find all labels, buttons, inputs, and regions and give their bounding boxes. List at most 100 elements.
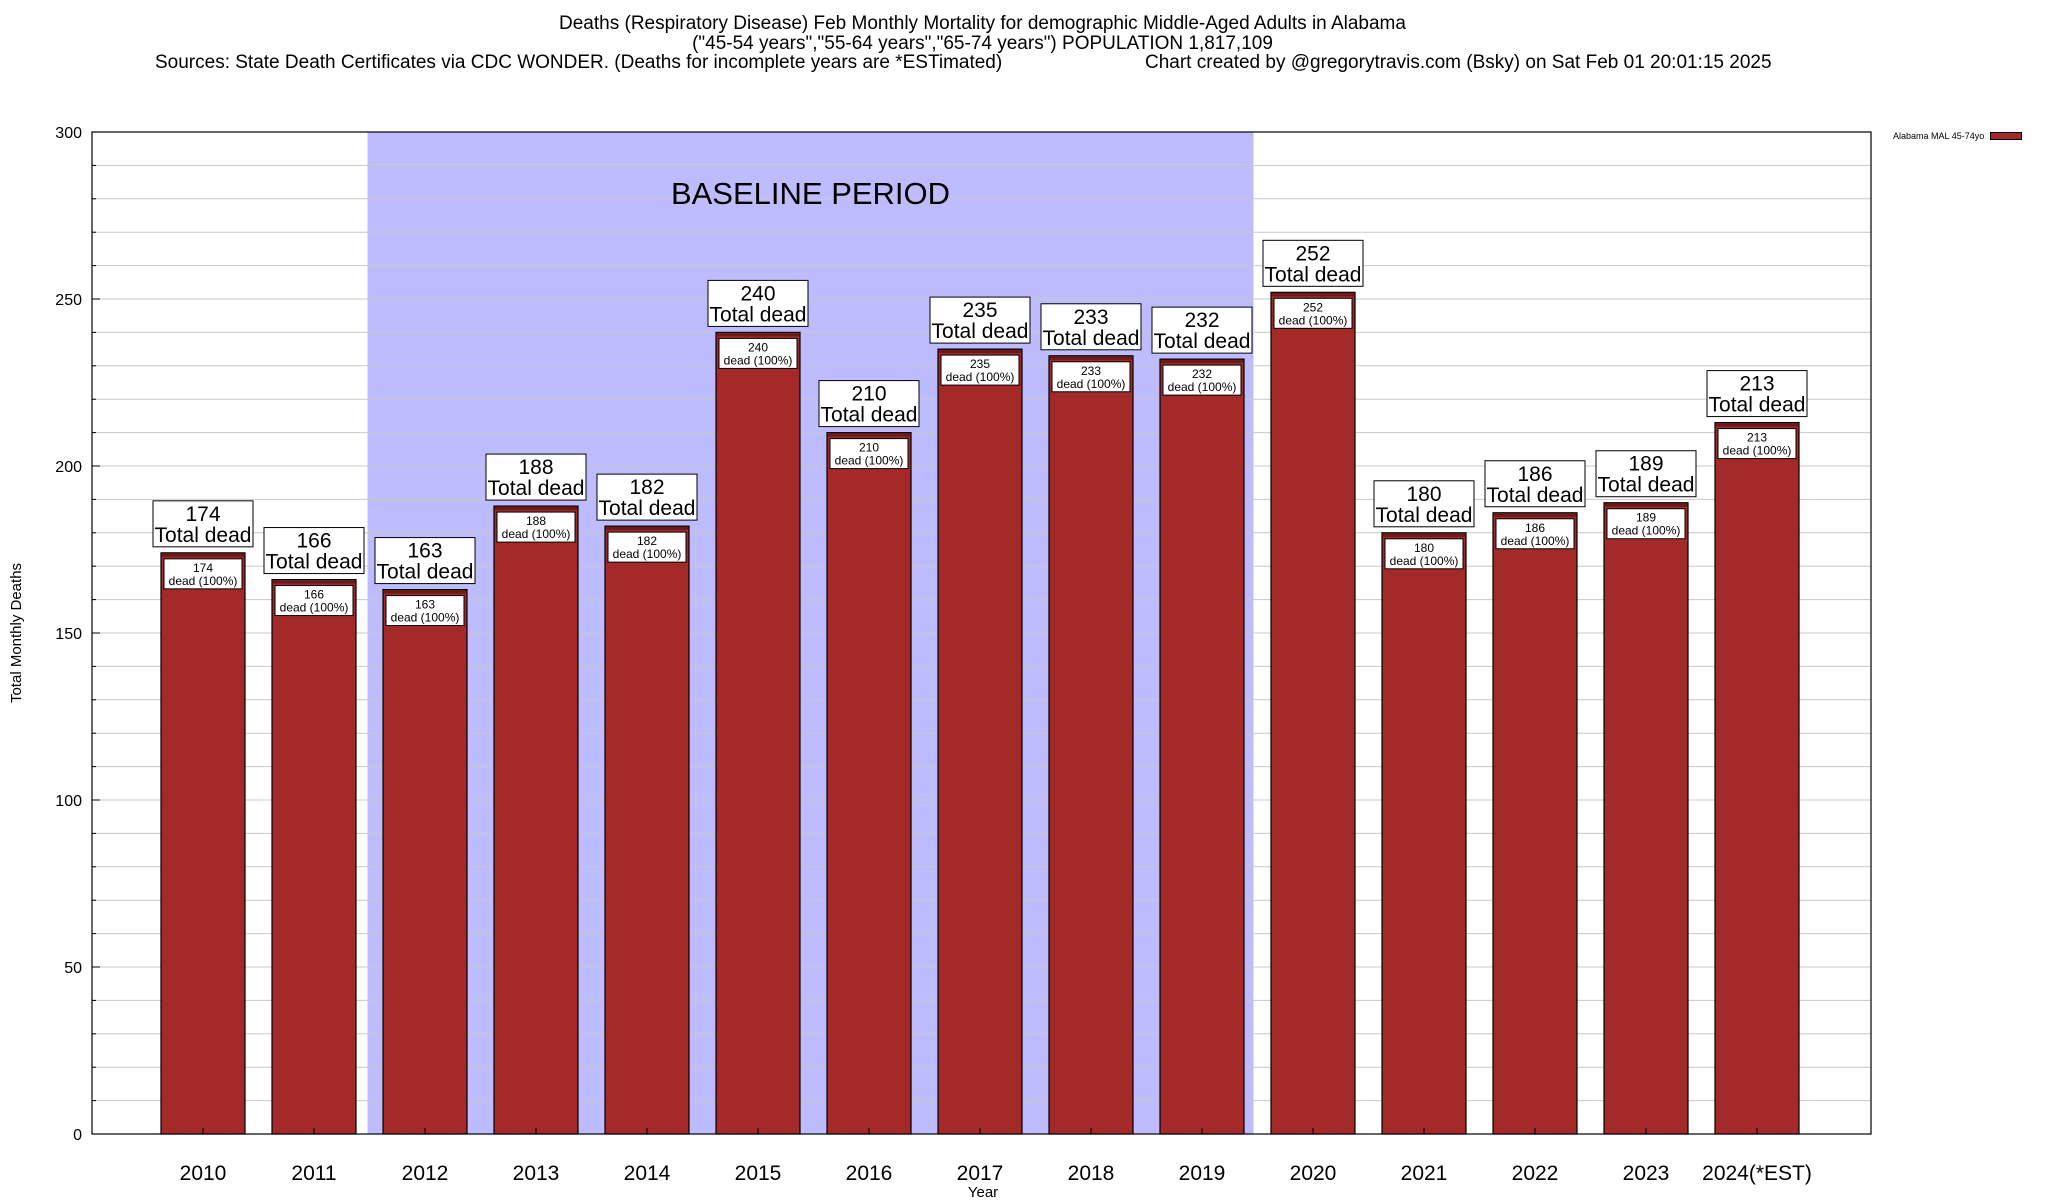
total-dead-label: Total dead: [599, 497, 696, 520]
total-dead-label: Total dead: [1376, 504, 1473, 527]
inner-dead-label: dead (100%): [613, 547, 682, 561]
x-tick-label: 2023: [1623, 1162, 1670, 1185]
total-label-box: [1484, 460, 1586, 508]
inner-dead-label: dead (100%): [1057, 377, 1126, 391]
total-label-box: [263, 527, 365, 575]
y-tick-label: 150: [55, 626, 82, 643]
inner-dead-label: dead (100%): [280, 601, 349, 615]
chart-title-block: Deaths (Respiratory Disease) Feb Monthly…: [0, 14, 1965, 54]
total-dead-label: Total dead: [488, 477, 585, 500]
total-value-label: 213: [1739, 373, 1774, 396]
total-label-box: [485, 453, 587, 501]
inner-value-label: 233: [1081, 364, 1101, 378]
total-label-box: [818, 380, 920, 428]
inner-label-box: [1606, 508, 1686, 540]
bar: [1492, 512, 1578, 1135]
inner-label-box: [274, 585, 354, 617]
bar: [160, 552, 246, 1135]
inner-label-box: [385, 595, 465, 627]
inner-label-box: [163, 558, 243, 590]
total-dead-label: Total dead: [377, 561, 474, 584]
inner-value-label: 163: [415, 598, 435, 612]
total-label-box: [1040, 303, 1142, 351]
y-tick-label: 0: [73, 1127, 82, 1144]
chart-title: Deaths (Respiratory Disease) Feb Monthly…: [559, 13, 1406, 34]
bar-cap: [495, 507, 577, 511]
x-tick-label: 2024(*EST): [1702, 1162, 1812, 1185]
total-value-label: 174: [185, 503, 220, 526]
inner-value-label: 252: [1303, 300, 1323, 314]
x-tick-label: 2017: [957, 1162, 1004, 1185]
bar-cap: [1050, 356, 1132, 360]
total-value-label: 180: [1406, 483, 1441, 506]
inner-value-label: 232: [1192, 367, 1212, 381]
bar: [271, 578, 357, 1135]
total-label-box: [152, 500, 254, 548]
x-tick-label: 2013: [513, 1162, 560, 1185]
total-dead-label: Total dead: [932, 320, 1029, 343]
bar-cap: [1716, 423, 1798, 427]
bar: [1603, 502, 1689, 1135]
inner-label-box: [1273, 297, 1353, 329]
total-value-label: 189: [1628, 453, 1663, 476]
total-label-box: [929, 296, 1031, 344]
inner-dead-label: dead (100%): [1612, 524, 1681, 538]
inner-value-label: 180: [1414, 541, 1434, 555]
bar-cap: [1272, 293, 1354, 297]
total-value-label: 233: [1073, 306, 1108, 329]
total-label-box: [374, 537, 476, 585]
bar-cap: [717, 333, 799, 337]
x-tick-label: 2019: [1179, 1162, 1226, 1185]
x-tick-label: 2018: [1068, 1162, 1115, 1185]
total-dead-label: Total dead: [1154, 330, 1251, 353]
inner-value-label: 240: [748, 340, 768, 354]
x-tick-label: 2020: [1290, 1162, 1337, 1185]
total-label-box: [596, 473, 698, 521]
bar-cap: [1605, 503, 1687, 507]
total-dead-label: Total dead: [266, 551, 363, 574]
inner-value-label: 213: [1747, 431, 1767, 445]
inner-value-label: 210: [859, 441, 879, 455]
bar: [937, 348, 1023, 1135]
inner-dead-label: dead (100%): [391, 611, 460, 625]
inner-value-label: 189: [1636, 511, 1656, 525]
y-tick-label: 250: [55, 292, 82, 309]
bar-cap: [939, 350, 1021, 354]
inner-value-label: 174: [193, 561, 213, 575]
legend-label: Alabama MAL 45-74yo: [1893, 131, 1985, 141]
inner-label-box: [1717, 428, 1797, 460]
x-tick-label: 2011: [291, 1162, 336, 1185]
bar-cap: [1383, 533, 1465, 537]
bar: [604, 525, 690, 1135]
inner-value-label: 186: [1525, 521, 1545, 535]
legend-swatch: [1990, 132, 2023, 140]
chart-sources: Sources: State Death Certificates via CD…: [155, 52, 1003, 73]
bar-cap: [384, 590, 466, 594]
bar-cap: [162, 553, 244, 557]
legend: Alabama MAL 45-74yo: [1893, 131, 2023, 141]
bar-cap: [273, 580, 355, 584]
total-label-box: [1151, 306, 1253, 354]
inner-dead-label: dead (100%): [1390, 554, 1459, 568]
inner-dead-label: dead (100%): [724, 353, 793, 367]
inner-dead-label: dead (100%): [1168, 380, 1237, 394]
total-dead-label: Total dead: [1487, 484, 1584, 507]
inner-value-label: 182: [637, 534, 657, 548]
inner-label-box: [829, 438, 909, 470]
total-dead-label: Total dead: [710, 303, 807, 326]
total-value-label: 232: [1184, 309, 1219, 332]
inner-dead-label: dead (100%): [169, 574, 238, 588]
bar: [382, 588, 468, 1135]
x-tick-label: 2010: [180, 1162, 227, 1185]
inner-dead-label: dead (100%): [946, 370, 1015, 384]
total-dead-label: Total dead: [1043, 327, 1140, 350]
total-label-box: [1595, 450, 1697, 498]
x-tick-label: 2016: [846, 1162, 893, 1185]
total-value-label: 235: [962, 299, 997, 322]
total-label-box: [1706, 370, 1808, 418]
bar: [1270, 291, 1356, 1135]
bar: [1048, 355, 1134, 1135]
inner-label-box: [496, 511, 576, 543]
bar: [1159, 358, 1245, 1135]
inner-value-label: 235: [970, 357, 990, 371]
